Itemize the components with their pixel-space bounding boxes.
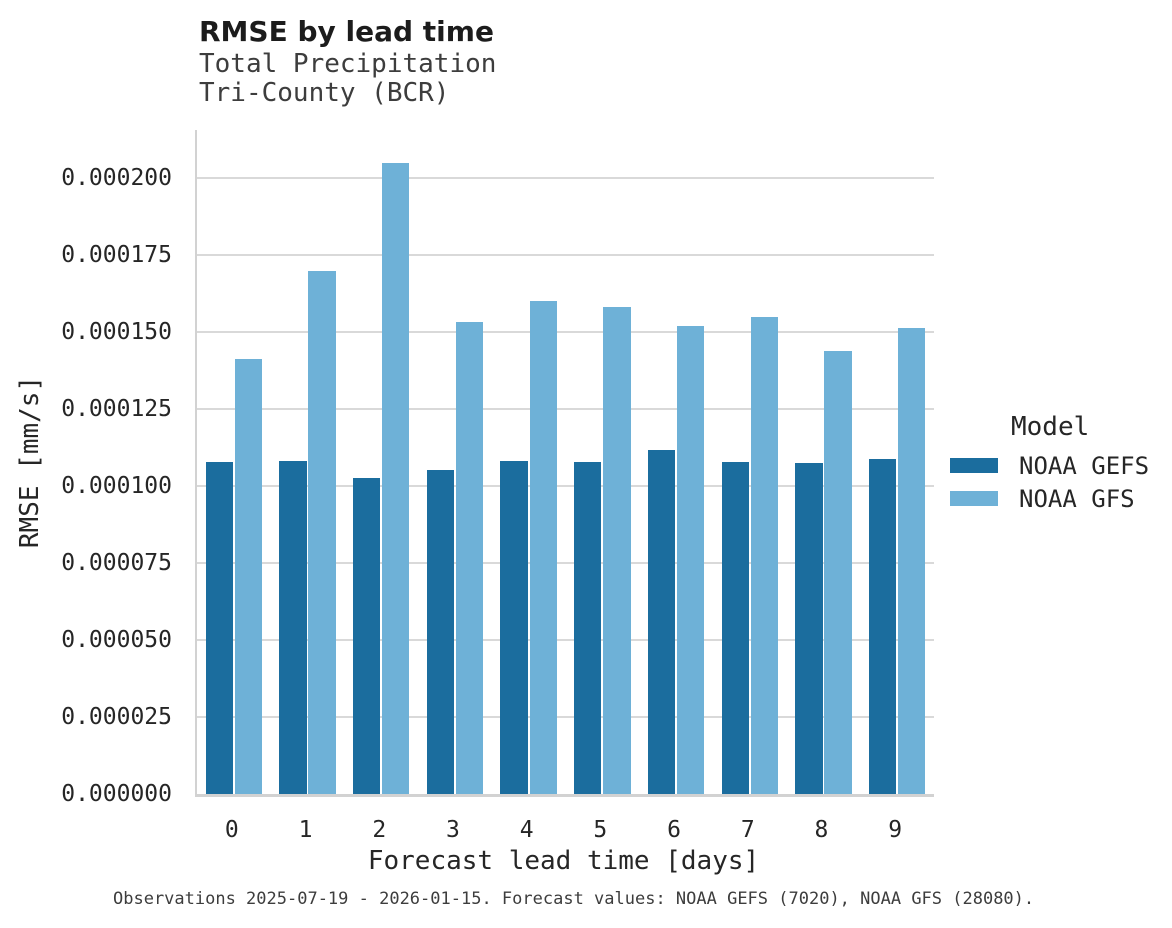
legend: Model NOAA GEFS NOAA GFS: [950, 413, 1172, 515]
bar-noaa-gefs-day-5: [574, 462, 602, 794]
y-tick-label: 0.000050: [61, 626, 172, 653]
gridline-layer: [197, 130, 934, 794]
bar-noaa-gefs-day-3: [426, 469, 455, 794]
chart-subtitle-line-1: Total Precipitation: [199, 49, 497, 79]
y-tick-label: 0.000200: [61, 164, 172, 191]
legend-swatch-icon: [950, 491, 998, 506]
x-tick-label: 2: [372, 817, 387, 843]
y-tick-label: 0.000150: [61, 318, 172, 345]
y-tick-label: 0.000025: [61, 703, 172, 730]
gridline: [197, 330, 934, 333]
gridline: [197, 638, 934, 641]
caption: Observations 2025-07-19 - 2026-01-15. Fo…: [113, 889, 1035, 909]
bar-noaa-gfs-day-4: [529, 300, 557, 794]
bar-noaa-gfs-day-8: [824, 351, 852, 794]
y-tick-label: 0.000175: [61, 241, 172, 268]
y-tick-label: 0.000125: [61, 395, 172, 422]
bar-noaa-gfs-day-0: [234, 358, 263, 794]
bar-noaa-gefs-day-7: [721, 461, 749, 794]
legend-item: NOAA GFS: [950, 482, 1172, 515]
bars-layer: [197, 130, 934, 794]
x-tick-label: 6: [667, 817, 681, 843]
bar-noaa-gfs-day-1: [308, 271, 336, 794]
bar-noaa-gefs-day-1: [279, 460, 307, 794]
plot-panel: [195, 130, 934, 797]
gridline: [197, 561, 934, 564]
y-tick-label: 0.000075: [61, 549, 172, 576]
bar-noaa-gfs-day-3: [455, 321, 484, 794]
legend-item: NOAA GEFS: [950, 449, 1172, 482]
x-tick-label: 4: [519, 817, 534, 843]
bar-noaa-gefs-day-0: [205, 462, 233, 794]
y-tick-label: 0.000000: [61, 781, 172, 807]
x-tick-label: 9: [888, 817, 903, 843]
chart-subtitle-line-2: Tri-County (BCR): [199, 78, 450, 108]
x-tick-label: 7: [740, 817, 755, 843]
chart-subtitle: Total Precipitation Tri-County (BCR): [199, 50, 496, 108]
gridline: [197, 484, 934, 487]
bar-noaa-gfs-day-9: [898, 327, 926, 794]
bar-noaa-gfs-day-6: [676, 325, 705, 794]
gridline: [197, 253, 934, 256]
x-tick-label: 5: [593, 817, 608, 843]
bar-noaa-gefs-day-6: [647, 450, 676, 794]
x-tick-label: 0: [224, 817, 239, 843]
gridline: [197, 407, 934, 410]
legend-title: Model: [1011, 412, 1090, 442]
x-axis-title: Forecast lead time [days]: [367, 846, 760, 876]
legend-item-label: NOAA GFS: [1019, 484, 1135, 513]
x-tick-label: 3: [446, 817, 460, 843]
bar-noaa-gefs-day-8: [795, 463, 823, 794]
bar-noaa-gefs-day-2: [353, 478, 381, 794]
bar-noaa-gefs-day-4: [500, 460, 528, 794]
bar-noaa-gfs-day-7: [750, 316, 778, 794]
legend-item-label: NOAA GEFS: [1019, 451, 1150, 480]
bar-noaa-gfs-day-5: [603, 306, 631, 794]
legend-rows: NOAA GEFS NOAA GFS: [950, 449, 1172, 515]
y-tick-label: 0.000100: [61, 472, 172, 499]
bar-noaa-gefs-day-9: [868, 459, 897, 794]
x-tick-label: 8: [814, 817, 829, 843]
chart-title: RMSE by lead time: [199, 15, 494, 48]
gridline: [197, 715, 934, 718]
bar-noaa-gfs-day-2: [382, 162, 410, 794]
x-tick-label: 1: [298, 817, 313, 843]
legend-swatch-icon: [950, 458, 998, 473]
gridline: [197, 176, 934, 179]
